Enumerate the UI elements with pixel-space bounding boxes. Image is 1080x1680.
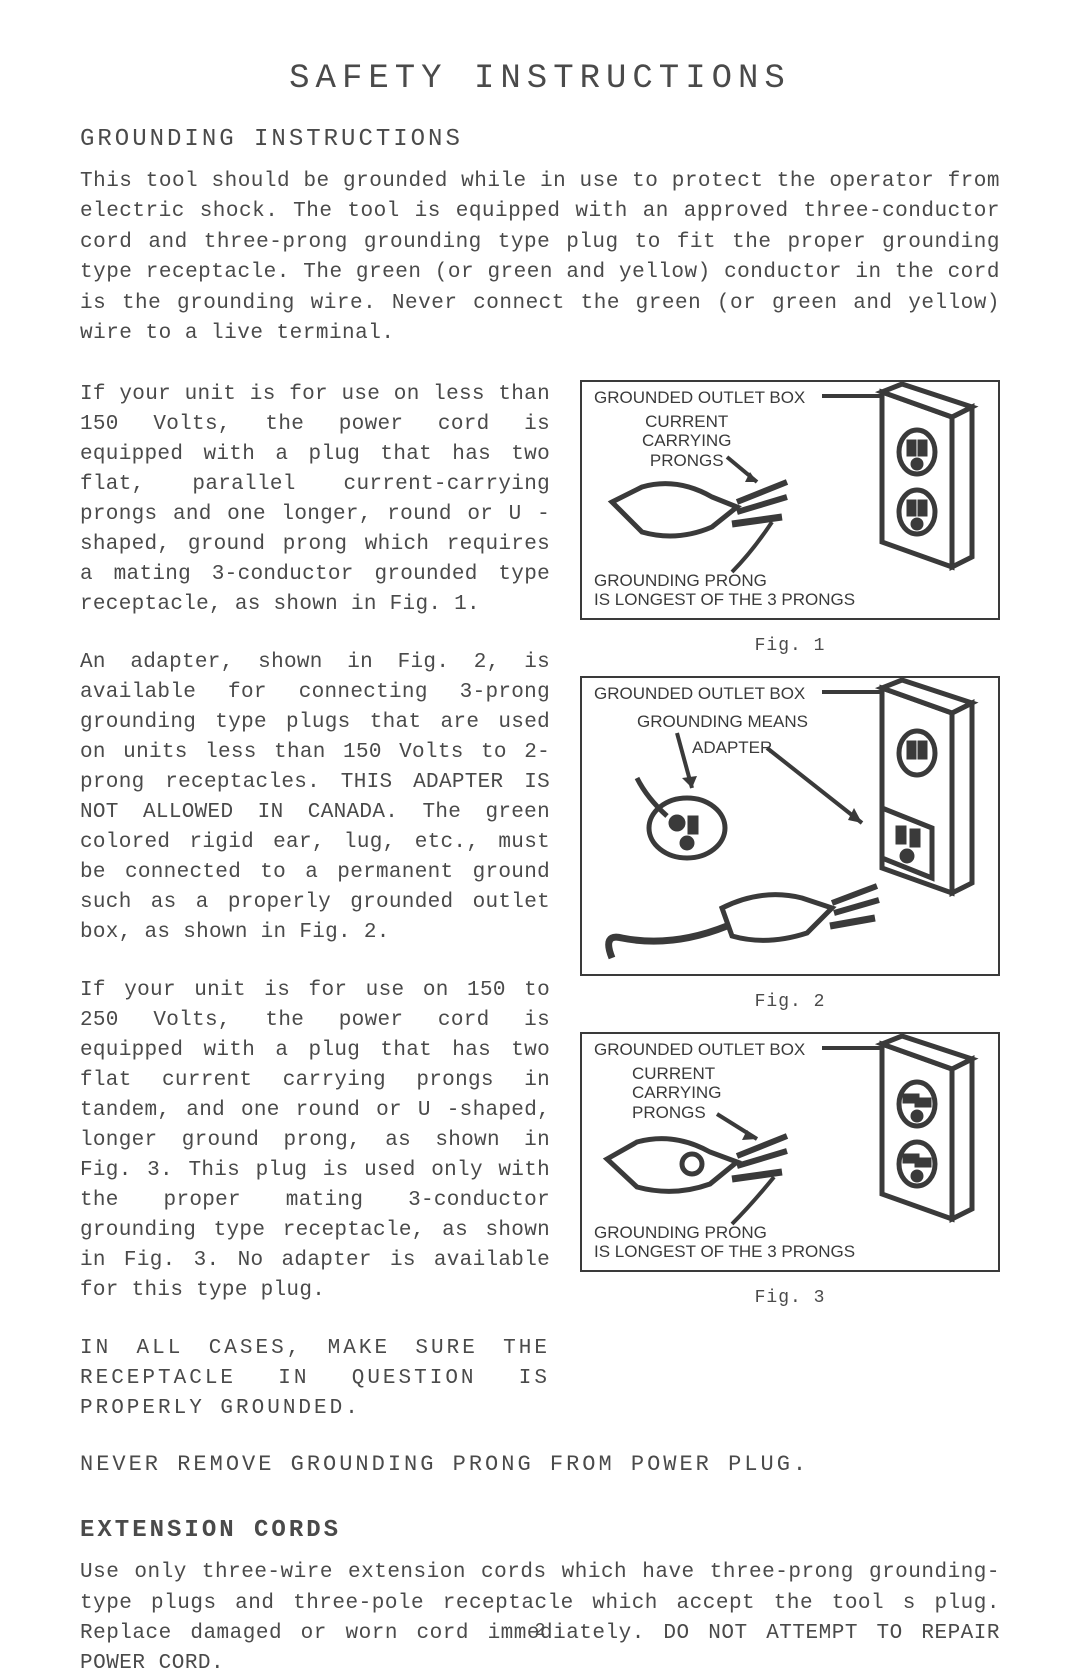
extension-cords-heading: EXTENSION CORDS: [80, 1517, 1000, 1544]
paragraph-4-warning: IN ALL CASES, MAKE SURE THE RECEPTACLE I…: [80, 1334, 550, 1424]
fig2-diagram-icon: [582, 678, 982, 973]
paragraph-1: If your unit is for use on less than 150…: [80, 380, 550, 620]
left-text-column: If your unit is for use on less than 150…: [80, 380, 550, 1425]
two-column-layout: If your unit is for use on less than 150…: [80, 380, 1000, 1425]
figure-2: GROUNDED OUTLET BOX GROUNDING MEANS ADAP…: [580, 676, 1000, 976]
never-remove-warning: NEVER REMOVE GROUNDING PRONG FROM POWER …: [80, 1452, 1000, 1477]
grounding-heading: GROUNDING INSTRUCTIONS: [80, 126, 1000, 153]
fig3-caption: Fig. 3: [580, 1288, 1000, 1308]
right-figure-column: GROUNDED OUTLET BOX CURRENT CARRYING PRO…: [580, 380, 1000, 1425]
fig1-caption: Fig. 1: [580, 636, 1000, 656]
figure-1: GROUNDED OUTLET BOX CURRENT CARRYING PRO…: [580, 380, 1000, 620]
figure-3: GROUNDED OUTLET BOX CURRENT CARRYING PRO…: [580, 1032, 1000, 1272]
paragraph-2: An adapter, shown in Fig. 2, is availabl…: [80, 648, 550, 948]
page-title: SAFETY INSTRUCTIONS: [80, 60, 1000, 98]
fig1-diagram-icon: [582, 382, 982, 612]
fig3-diagram-icon: [582, 1034, 982, 1264]
extension-cords-paragraph: Use only three-wire extension cords whic…: [80, 1558, 1000, 1680]
fig2-caption: Fig. 2: [580, 992, 1000, 1012]
paragraph-3: If your unit is for use on 150 to 250 Vo…: [80, 976, 550, 1306]
intro-paragraph: This tool should be grounded while in us…: [80, 167, 1000, 350]
page-number: 2: [0, 1621, 1080, 1641]
